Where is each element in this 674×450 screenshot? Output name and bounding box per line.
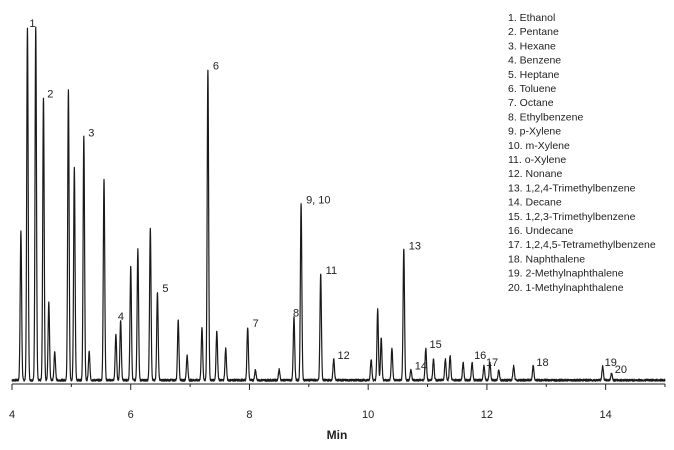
peak-label: 4 (118, 311, 124, 323)
legend-entry: 7. Octane (508, 97, 554, 109)
legend-entry: 4. Benzene (508, 55, 561, 67)
peak-label: 12 (338, 350, 350, 362)
x-tick-label: 14 (600, 409, 612, 421)
peak-label: 6 (213, 60, 219, 72)
x-axis-label: Min (327, 428, 348, 442)
peak-label: 16 (474, 350, 486, 362)
legend-entry: 8. Ethylbenzene (508, 111, 583, 123)
legend-entry: 19. 2-Methylnaphthalene (508, 268, 624, 280)
peak-label: 11 (326, 265, 337, 277)
plot-area (11, 26, 666, 382)
peak-label: 13 (409, 240, 421, 252)
legend-entry: 20. 1-Methylnaphthalene (508, 282, 624, 294)
peak-label: 15 (430, 339, 442, 351)
x-tick-label: 8 (246, 409, 252, 421)
legend-entry: 18. Naphthalene (508, 253, 585, 265)
legend-entry: 14. Decane (508, 197, 562, 209)
legend-entry: 10. m-Xylene (508, 140, 570, 152)
peak-label: 8 (293, 307, 299, 319)
legend-entry: 17. 1,2,4,5-Tetramethylbenzene (508, 239, 656, 251)
x-tick-label: 4 (9, 409, 15, 421)
legend-entry: 16. Undecane (508, 225, 574, 237)
legend-entry: 5. Heptane (508, 69, 560, 81)
peak-label: 20 (615, 364, 627, 376)
x-axis-ticks: 4 6 8 10 12 14 (9, 384, 666, 421)
legend-entry: 11. o-Xylene (508, 154, 566, 166)
peak-label: 7 (253, 318, 259, 330)
legend-entry: 6. Toluene (508, 83, 556, 95)
legend: 1. Ethanol 2. Pentane 3. Hexane 4. Benzene 5… (508, 12, 656, 294)
peak-label: 14 (415, 360, 427, 372)
peak-label: 17 (486, 357, 498, 369)
peak-label: 9, 10 (306, 195, 330, 207)
peak-label: 5 (162, 283, 168, 295)
legend-entry: 15. 1,2,3-Trimethylbenzene (508, 211, 636, 223)
x-tick-label: 6 (128, 409, 134, 421)
peak-label: 2 (47, 89, 53, 101)
legend-entry: 13. 1,2,4-Trimethylbenzene (508, 182, 636, 194)
legend-entry: 1. Ethanol (508, 12, 555, 24)
peak-label: 1 (29, 18, 35, 30)
peak-label: 18 (536, 357, 548, 369)
legend-entry: 2. Pentane (508, 26, 559, 38)
chromatogram-trace (11, 26, 666, 382)
x-tick-label: 10 (362, 409, 374, 421)
legend-entry: 12. Nonane (508, 168, 562, 180)
peak-label: 19 (605, 357, 617, 369)
legend-entry: 9. p-Xylene (508, 126, 561, 138)
legend-entry: 3. Hexane (508, 40, 556, 52)
peak-label: 3 (88, 127, 94, 139)
x-tick-label: 12 (481, 409, 493, 421)
